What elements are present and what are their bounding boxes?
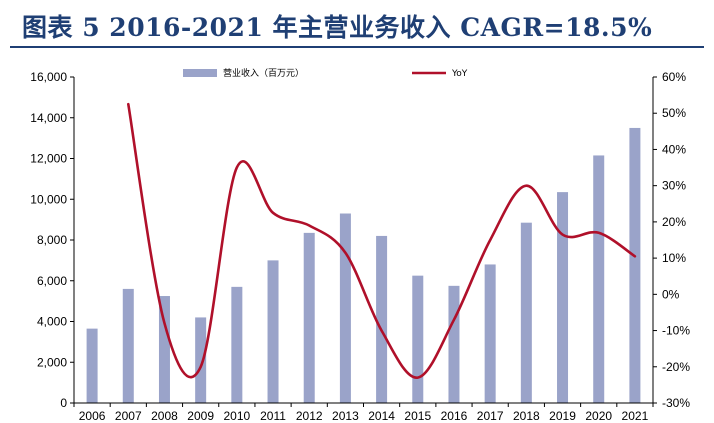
right-tick-label: 30% xyxy=(662,179,686,193)
chart-title: 图表 5 2016-2021 年主营业务收入 CAGR=18.5% xyxy=(22,13,653,42)
right-tick-label: -30% xyxy=(662,396,690,410)
bar-2009 xyxy=(195,317,207,403)
left-tick-label: 6,000 xyxy=(37,274,67,288)
bar-2019 xyxy=(557,192,569,403)
x-tick-label: 2018 xyxy=(513,409,540,423)
left-tick-label: 10,000 xyxy=(30,192,67,206)
left-tick-label: 8,000 xyxy=(37,233,67,247)
right-tick-label: 20% xyxy=(662,215,686,229)
legend-label-revenue: 营业收入（百万元） xyxy=(223,67,304,79)
x-tick-label: 2007 xyxy=(115,409,142,423)
right-tick-label: 10% xyxy=(662,251,686,265)
bar-2013 xyxy=(339,213,351,403)
legend-label-yoy: YoY xyxy=(451,69,468,79)
x-tick-label: 2020 xyxy=(585,409,612,423)
x-tick-label: 2021 xyxy=(622,409,649,423)
bar-2011 xyxy=(267,260,279,403)
right-tick-label: 0% xyxy=(662,287,680,301)
right-tick-label: 50% xyxy=(662,106,686,120)
bar-2015 xyxy=(412,275,424,403)
yoy-line xyxy=(127,102,637,379)
right-tick-label: -20% xyxy=(662,360,690,374)
right-tick-label: 60% xyxy=(662,70,686,84)
x-tick-label: 2019 xyxy=(549,409,576,423)
left-tick-label: 0 xyxy=(60,396,67,410)
bar-2006 xyxy=(86,328,98,403)
x-tick-label: 2016 xyxy=(441,409,468,423)
left-tick-label: 12,000 xyxy=(30,152,67,166)
x-tick-label: 2017 xyxy=(477,409,504,423)
left-tick-label: 2,000 xyxy=(37,355,67,369)
bar-2018 xyxy=(520,222,532,403)
left-tick-label: 16,000 xyxy=(30,70,67,84)
title-rule xyxy=(10,46,704,48)
x-tick-label: 2009 xyxy=(187,409,214,423)
bar-2007 xyxy=(122,288,134,403)
left-tick-label: 14,000 xyxy=(30,111,67,125)
bar-2017 xyxy=(484,264,496,403)
bar-2012 xyxy=(303,232,315,403)
x-tick-label: 2013 xyxy=(332,409,359,423)
x-tick-label: 2014 xyxy=(368,409,395,423)
right-tick-label: -10% xyxy=(662,324,690,338)
x-tick-label: 2010 xyxy=(223,409,250,423)
bar-2014 xyxy=(376,235,388,403)
x-tick-label: 2006 xyxy=(79,409,106,423)
bar-2010 xyxy=(231,286,243,403)
bar-2008 xyxy=(158,296,170,403)
x-tick-label: 2012 xyxy=(296,409,323,423)
legend-swatch-revenue xyxy=(183,69,217,77)
bar-2016 xyxy=(448,285,460,403)
right-tick-label: 40% xyxy=(662,142,686,156)
x-tick-label: 2011 xyxy=(260,409,286,423)
bar-2020 xyxy=(593,155,605,403)
left-tick-label: 4,000 xyxy=(37,315,67,329)
x-tick-label: 2015 xyxy=(404,409,431,423)
bar-2021 xyxy=(629,127,641,403)
x-tick-label: 2008 xyxy=(151,409,178,423)
